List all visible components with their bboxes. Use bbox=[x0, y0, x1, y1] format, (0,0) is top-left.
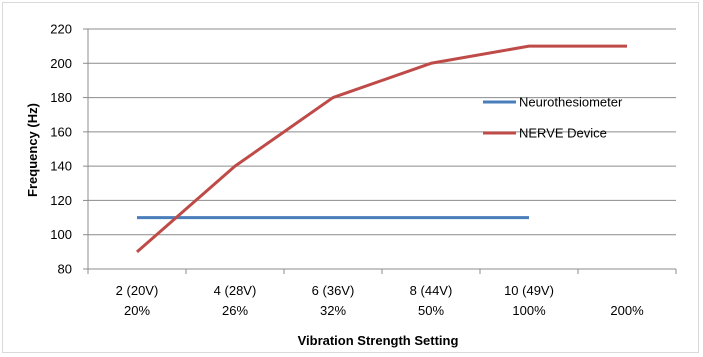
y-tick-label: 160 bbox=[50, 124, 72, 139]
x-axis-ticks: 2 (20V) 20% 4 (28V) 26% 6 (36V) 32% 8 (44V) 50%… bbox=[87, 269, 677, 318]
legend-label: NERVE Device bbox=[519, 126, 607, 141]
series-line-nerve-device bbox=[136, 44, 627, 253]
y-tick-label: 180 bbox=[50, 90, 72, 105]
y-tick-label: 220 bbox=[50, 22, 72, 37]
y-tick-label: 200 bbox=[50, 56, 72, 71]
legend: Neurothesiometer NERVE Device bbox=[483, 95, 623, 141]
y-tick-label: 140 bbox=[50, 159, 72, 174]
chart-frame bbox=[2, 2, 699, 353]
x-tick-label: 6 (36V) bbox=[312, 283, 355, 298]
x-tick-label: 8 (44V) bbox=[410, 283, 453, 298]
x-tick-sublabel: 26% bbox=[222, 303, 248, 318]
y-tick-label: 80 bbox=[58, 262, 72, 277]
legend-label: Neurothesiometer bbox=[519, 95, 623, 110]
y-axis-ticks: 80 100 120 140 160 180 200 220 bbox=[50, 22, 88, 277]
x-tick-sublabel: 100% bbox=[512, 303, 546, 318]
y-axis-title: Frequency (Hz) bbox=[25, 103, 40, 197]
x-tick-sublabel: 32% bbox=[320, 303, 346, 318]
x-tick-label: 4 (28V) bbox=[214, 283, 257, 298]
x-tick-label: 2 (20V) bbox=[116, 283, 159, 298]
y-tick-label: 120 bbox=[50, 193, 72, 208]
x-axis-title: Vibration Strength Setting bbox=[298, 333, 459, 348]
x-tick-sublabel: 20% bbox=[124, 303, 150, 318]
x-tick-sublabel: 50% bbox=[418, 303, 444, 318]
x-tick-label: 10 (49V) bbox=[504, 283, 554, 298]
y-tick-label: 100 bbox=[50, 227, 72, 242]
x-tick-sublabel: 200% bbox=[610, 303, 644, 318]
series-lines bbox=[136, 44, 627, 253]
gridlines bbox=[87, 28, 676, 270]
